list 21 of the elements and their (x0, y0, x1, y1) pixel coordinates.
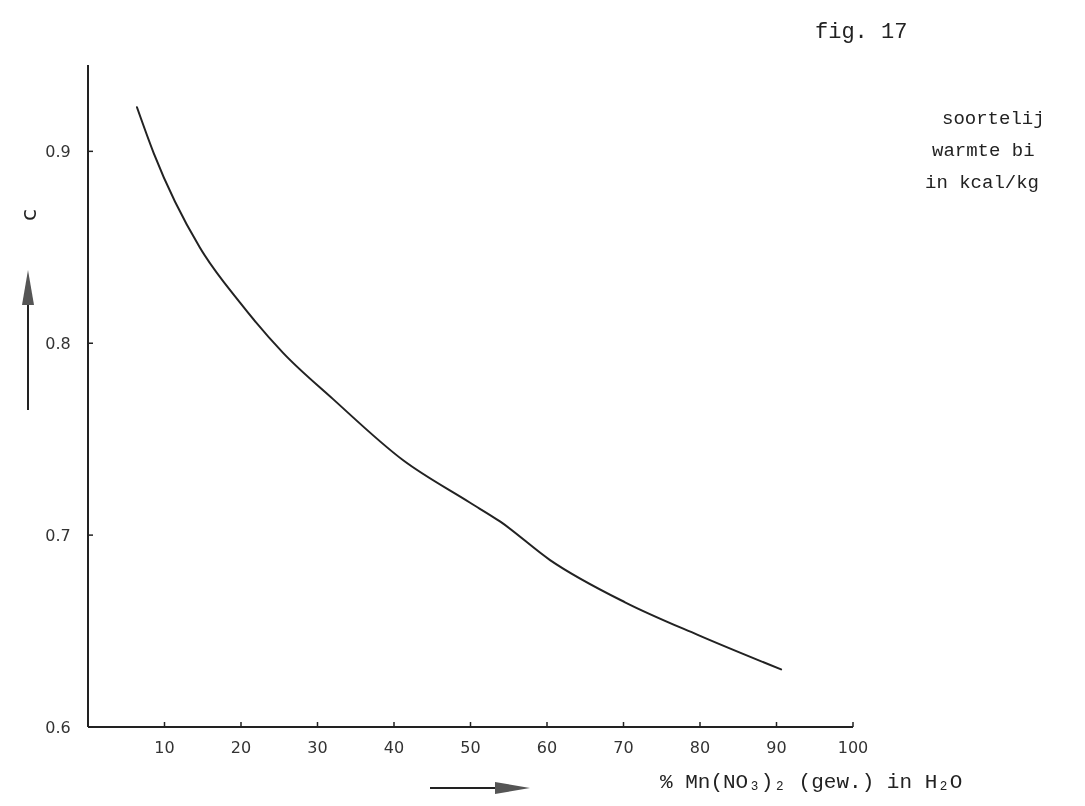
x-tick-label: 10 (154, 738, 175, 757)
x-tick-label: 80 (689, 738, 711, 757)
x-tick-label: 20 (230, 738, 252, 757)
x-tick-label: 50 (460, 738, 481, 757)
y-tick-label: 0.7 (45, 526, 71, 546)
x-tick-label: 90 (766, 738, 787, 757)
x-tick-label: 100 (837, 738, 869, 757)
y-tick-label: 0.6 (45, 718, 71, 737)
x-tick-label: 70 (613, 738, 634, 757)
text: in kcal/kg (925, 172, 1040, 194)
line-series (135, 106, 783, 671)
y-tick-label: 0.8 (45, 334, 71, 354)
y-axis-title: c (16, 208, 41, 222)
text: warmte bi (932, 140, 1035, 162)
text: soortelij (942, 108, 1045, 130)
x-tick-label: 30 (307, 738, 328, 757)
x-tick-label: 40 (383, 738, 405, 757)
x-axis-title: % Mn(NO₃)₂ (gew.) in H₂O (660, 771, 963, 794)
x-tick-label: 60 (536, 738, 558, 757)
y-tick-label: 0.9 (45, 142, 71, 162)
chart-title: fig. 17 (815, 20, 908, 45)
